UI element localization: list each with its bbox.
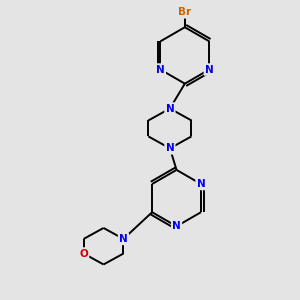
Text: N: N <box>119 234 128 244</box>
Text: O: O <box>79 248 88 259</box>
Text: N: N <box>156 64 165 74</box>
Text: Br: Br <box>178 7 191 17</box>
Text: N: N <box>166 143 174 153</box>
Text: N: N <box>196 179 205 189</box>
Text: N: N <box>205 64 214 74</box>
Text: N: N <box>172 221 181 231</box>
Text: N: N <box>166 103 174 113</box>
